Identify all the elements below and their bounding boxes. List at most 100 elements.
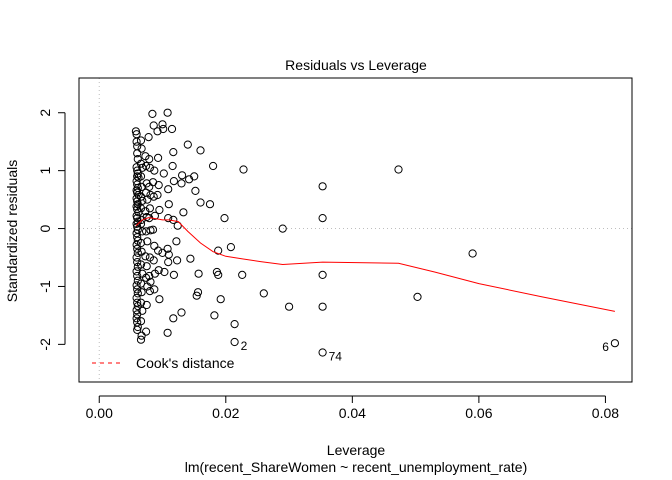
data-point	[133, 214, 142, 223]
data-point	[148, 109, 157, 119]
data-point	[196, 198, 205, 207]
data-point	[172, 237, 181, 246]
data-point	[230, 320, 239, 329]
data-point	[143, 237, 152, 246]
data-point	[132, 253, 141, 262]
data-point	[133, 248, 142, 257]
data-point	[150, 166, 159, 175]
data-point	[154, 246, 163, 255]
data-point	[142, 161, 151, 171]
data-point	[155, 205, 164, 215]
data-point	[163, 108, 172, 117]
data-point	[144, 133, 153, 142]
point-label: 74	[329, 350, 343, 364]
data-point	[141, 252, 150, 261]
data-point	[150, 211, 159, 220]
data-point	[145, 204, 154, 213]
data-point	[132, 267, 141, 276]
data-point	[136, 298, 146, 307]
x-tick-label: 0.06	[465, 405, 492, 421]
data-point	[163, 244, 172, 253]
data-point	[196, 146, 205, 155]
data-point	[164, 258, 173, 267]
data-point	[164, 200, 173, 209]
data-point	[136, 335, 146, 344]
data-point	[155, 295, 164, 304]
data-point	[177, 308, 186, 317]
data-point	[168, 161, 177, 171]
data-point	[179, 208, 188, 217]
data-point	[132, 137, 141, 146]
data-point	[133, 271, 142, 281]
data-point	[158, 120, 167, 129]
point-labels: 6 74 2	[241, 339, 610, 364]
data-point	[190, 172, 199, 181]
y-tick-label: 1	[37, 167, 53, 175]
data-point	[133, 180, 142, 189]
data-point	[136, 204, 146, 213]
x-tick-label: 0.04	[339, 405, 366, 421]
data-point	[318, 214, 327, 223]
data-point	[194, 269, 203, 278]
data-point	[138, 227, 147, 236]
data-point	[192, 291, 201, 300]
data-point	[239, 165, 248, 174]
data-point	[610, 339, 620, 348]
data-point	[318, 182, 327, 191]
data-point	[160, 267, 169, 277]
data-point	[153, 127, 162, 136]
point-label: 2	[241, 339, 248, 353]
chart-title: Residuals vs Leverage	[285, 57, 427, 73]
data-point	[318, 270, 327, 279]
data-point	[164, 185, 173, 194]
data-point	[149, 256, 158, 265]
data-point	[132, 306, 141, 315]
y-tick-label: -2	[37, 338, 53, 351]
data-point	[141, 207, 150, 216]
data-point	[226, 243, 235, 252]
data-point	[145, 155, 154, 164]
y-axis-label: Standardized residuals	[4, 160, 20, 302]
data-point	[131, 127, 140, 136]
data-point	[133, 285, 142, 294]
data-point	[153, 190, 162, 200]
data-point	[136, 136, 146, 145]
data-point	[163, 328, 172, 337]
data-point	[136, 172, 146, 181]
data-point	[169, 148, 178, 157]
data-point	[133, 244, 142, 253]
data-point	[285, 302, 294, 311]
y-tick-label: -1	[37, 280, 53, 293]
data-point	[136, 238, 146, 248]
chart-subtitle: lm(recent_ShareWomen ~ recent_unemployme…	[185, 459, 528, 475]
data-point	[183, 140, 192, 149]
data-point	[169, 270, 178, 279]
data-point	[169, 177, 178, 186]
data-point	[154, 266, 163, 275]
data-point	[158, 248, 167, 257]
data-point	[132, 194, 141, 203]
data-point	[154, 153, 163, 162]
data-point	[133, 289, 142, 298]
data-point	[132, 219, 141, 228]
data-point	[148, 225, 158, 234]
data-point	[142, 300, 151, 310]
plot-frame	[78, 77, 633, 383]
x-tick-label: 0.08	[592, 405, 619, 421]
y-axis: -2 -1 0 1 2	[37, 109, 66, 351]
legend: Cook's distance	[92, 355, 235, 371]
data-point	[133, 149, 142, 158]
data-point	[133, 172, 142, 181]
legend-label: Cook's distance	[136, 355, 235, 371]
data-point	[191, 186, 200, 195]
data-point	[136, 159, 146, 168]
data-point	[318, 302, 327, 311]
data-point	[220, 214, 229, 223]
data-point	[173, 221, 182, 230]
data-point	[177, 179, 186, 188]
data-point	[142, 262, 151, 271]
data-point	[145, 271, 154, 281]
y-tick-label: 0	[37, 224, 53, 232]
data-point	[137, 331, 146, 340]
data-point	[136, 260, 146, 269]
